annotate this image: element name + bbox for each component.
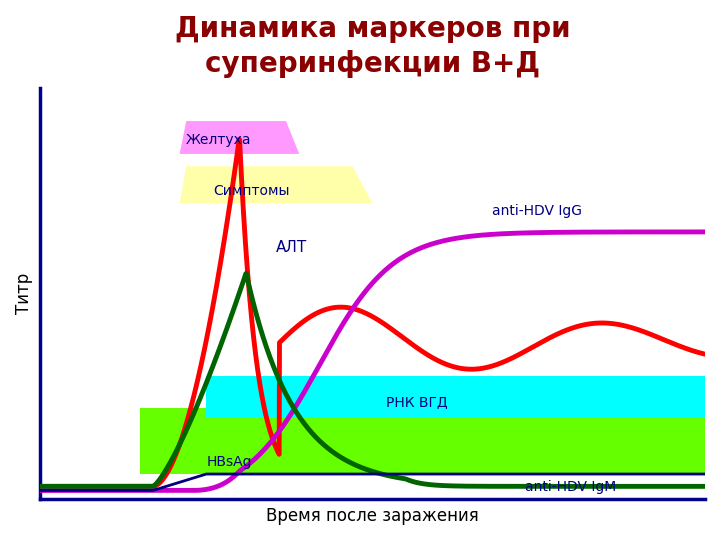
- X-axis label: Время после заражения: Время после заражения: [266, 507, 479, 525]
- Polygon shape: [179, 121, 300, 154]
- Text: anti-HDV IgM: anti-HDV IgM: [526, 480, 617, 494]
- Polygon shape: [179, 166, 372, 203]
- Text: Симптомы: Симптомы: [213, 184, 289, 198]
- Bar: [206, 375, 705, 416]
- Bar: [140, 408, 705, 474]
- Text: anti-HDV IgG: anti-HDV IgG: [492, 205, 582, 219]
- Text: Желтуха: Желтуха: [186, 133, 252, 147]
- Text: HBsAg: HBsAg: [206, 455, 252, 469]
- Y-axis label: Титр: Титр: [15, 273, 33, 314]
- Text: РНК ВГД: РНК ВГД: [386, 395, 447, 409]
- Text: АЛТ: АЛТ: [276, 240, 307, 255]
- Title: Динамика маркеров при
суперинфекции В+Д: Динамика маркеров при суперинфекции В+Д: [175, 15, 570, 78]
